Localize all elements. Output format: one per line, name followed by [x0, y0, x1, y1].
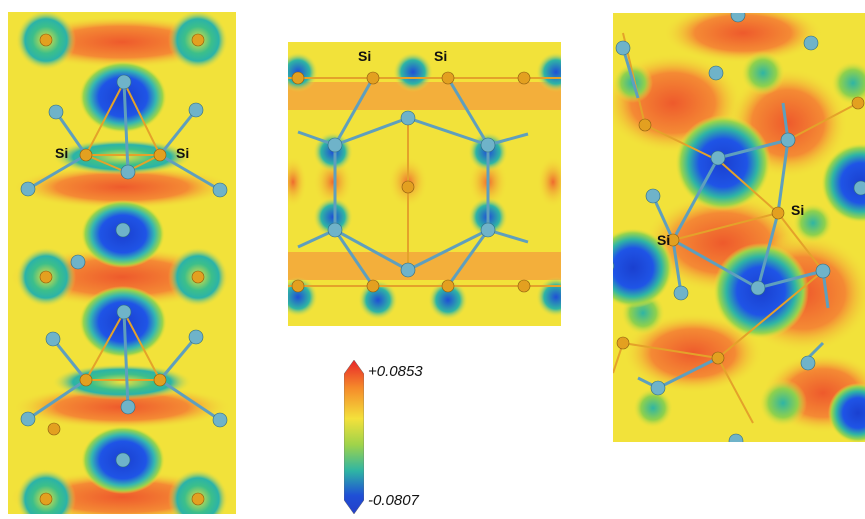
- si-label-left-b: Si: [176, 145, 190, 161]
- si-label-right-a: Si: [791, 202, 805, 218]
- right-density-map: [613, 13, 865, 442]
- left-density-map: [8, 12, 236, 514]
- si-label-middle-b: Si: [434, 48, 448, 64]
- si-label-left-a: Si: [55, 145, 69, 161]
- colorbar-max-label: +0.0853: [368, 363, 423, 380]
- si-label-right-b: Si: [657, 232, 671, 248]
- colorbar-min-label: -0.0807: [368, 492, 419, 509]
- si-label-middle-a: Si: [358, 48, 372, 64]
- colorbar: [343, 359, 365, 515]
- middle-density-map: [288, 42, 561, 326]
